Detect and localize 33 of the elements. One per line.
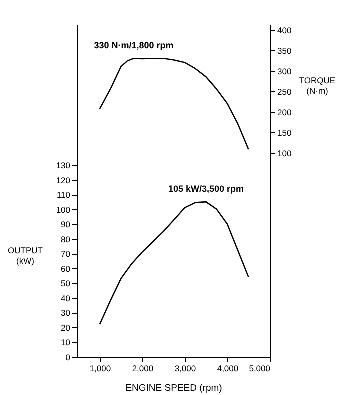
x-tick-label: 1,000	[90, 364, 112, 374]
y2-axis-title: TORQUE (N·m)	[299, 76, 336, 96]
y2-tick-label: 200	[278, 107, 292, 118]
y2-tick-label: 350	[278, 46, 292, 56]
y-tick-label: 40	[61, 293, 71, 304]
y-tick-label: 120	[56, 175, 71, 186]
x-tick-label: 5,000	[249, 364, 271, 374]
y-tick-label: 30	[61, 308, 71, 318]
line-series	[99, 58, 250, 150]
y-tick-label: 70	[61, 249, 71, 260]
line-series	[99, 201, 250, 326]
y2-tick-label: 100	[278, 148, 292, 158]
y-tick-label: 80	[61, 234, 71, 244]
y2-tick-label: 400	[278, 25, 292, 36]
x-tick-label: 4,000	[217, 364, 239, 374]
y-axis-title: OUTPUT (kW)	[8, 246, 43, 266]
y-tick-label: 110	[56, 190, 71, 200]
annotation: 330 N·m/1,800 rpm	[94, 40, 174, 51]
x-tick-label: 3,000	[174, 364, 196, 374]
y-tick-label: 0	[66, 352, 71, 362]
y2-tick-label: 150	[278, 128, 292, 138]
y-tick-label: 10	[61, 338, 71, 348]
y-tick-label: 20	[61, 322, 71, 333]
x-tick-label: 2,000	[132, 364, 154, 374]
y-tick-label: 50	[61, 278, 71, 289]
y-tick-label: 90	[61, 220, 71, 230]
y2-tick-label: 300	[278, 66, 292, 76]
x-axis-title: ENGINE SPEED (rpm)	[126, 383, 222, 394]
y-tick-label: 60	[61, 264, 71, 274]
annotation: 105 kW/3,500 rpm	[168, 184, 244, 194]
y-tick-label: 100	[56, 204, 71, 215]
y-tick-label: 130	[56, 160, 71, 171]
y2-tick-label: 250	[278, 86, 292, 97]
